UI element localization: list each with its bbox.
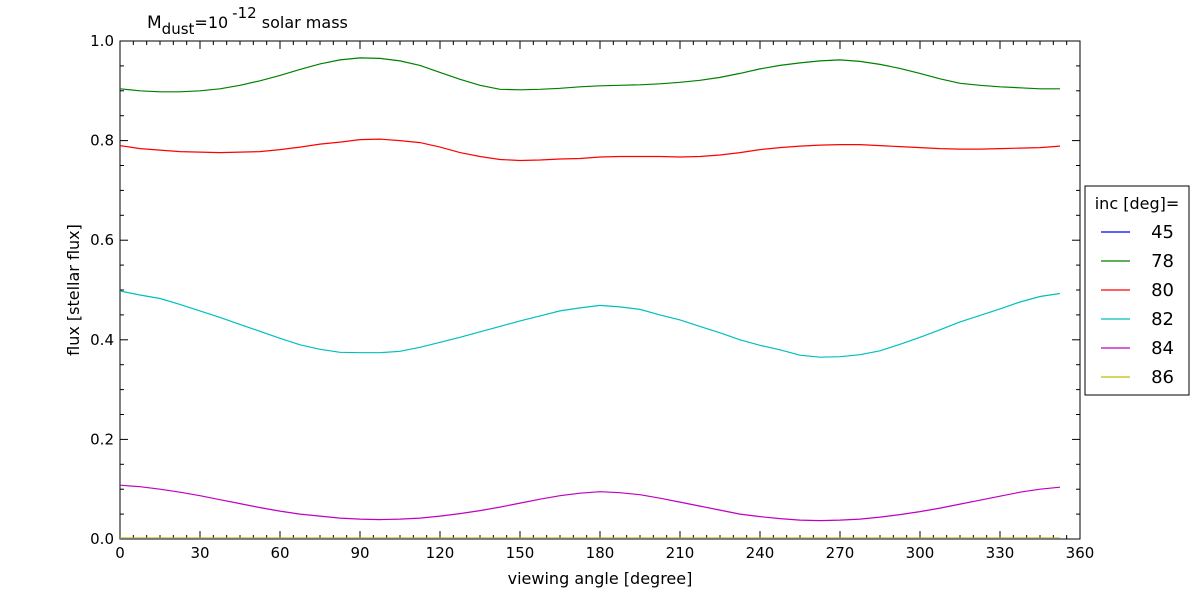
x-tick-label: 90	[350, 544, 369, 562]
title-equals: =10	[194, 13, 228, 32]
legend-label-84: 84	[1151, 338, 1174, 359]
y-tick-label: 0.4	[90, 331, 114, 349]
series-lines	[119, 57, 1061, 540]
x-tick-label: 30	[190, 544, 209, 562]
title-suffix: solar mass	[257, 13, 348, 32]
y-tick-label: 0.8	[90, 132, 114, 150]
y-tick-label: 0.2	[90, 430, 114, 448]
x-tick-label: 330	[986, 544, 1015, 562]
series-line-82	[119, 290, 1061, 358]
y-tick-label: 1.0	[90, 32, 114, 50]
x-tick-label: 180	[586, 544, 615, 562]
title-superscript: -12	[232, 4, 257, 22]
x-tick-label: 0	[115, 544, 125, 562]
series-line-84	[119, 484, 1061, 522]
x-tick-label: 120	[426, 544, 455, 562]
legend-title: inc [deg]=	[1095, 194, 1180, 213]
x-axis-label: viewing angle [degree]	[508, 569, 693, 588]
x-tick-label: 360	[1066, 544, 1095, 562]
x-tick-label: 300	[906, 544, 935, 562]
x-tick-label: 240	[746, 544, 775, 562]
x-tick-label: 60	[270, 544, 289, 562]
x-tick-label: 150	[506, 544, 535, 562]
axis-ticks	[119, 40, 1081, 540]
legend-label-82: 82	[1151, 309, 1174, 330]
legend-label-80: 80	[1151, 280, 1174, 301]
legend: inc [deg]= 45 78 80 82 84 86	[1084, 185, 1190, 396]
series-line-80	[119, 138, 1061, 162]
x-tick-label: 210	[666, 544, 695, 562]
y-tick-label: 0.6	[90, 231, 114, 249]
series-line-78	[119, 57, 1060, 93]
plot-area	[119, 40, 1081, 540]
chart-title: Mdust=10 -12 solar mass	[147, 4, 348, 38]
tick-labels: 0 30 60 90 120 150 180 210 240 270 300 330 360 0.0 0.2…	[90, 32, 1094, 562]
title-symbol: M	[147, 13, 162, 33]
title-subscript: dust	[162, 20, 195, 38]
x-tick-label: 270	[826, 544, 855, 562]
y-tick-label: 0.0	[90, 530, 114, 548]
legend-label-78: 78	[1151, 251, 1174, 272]
legend-label-86: 86	[1151, 367, 1174, 388]
y-axis-label: flux [stellar flux]	[64, 224, 83, 356]
legend-label-45: 45	[1151, 222, 1174, 243]
